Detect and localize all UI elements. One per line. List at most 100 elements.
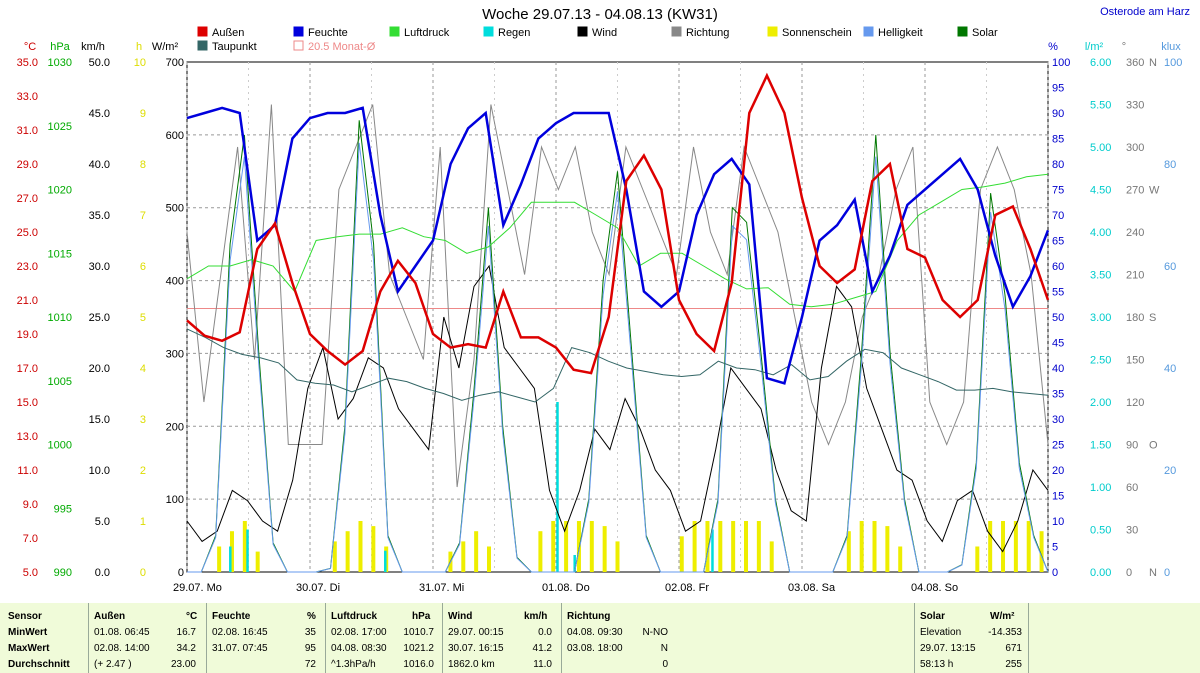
sunshine-bar	[229, 531, 234, 572]
wind-cell-value: 0.0	[538, 627, 552, 638]
sunshine-bar	[602, 526, 607, 572]
sunshine-bar	[1039, 531, 1044, 572]
direction-axis-label: 180	[1126, 312, 1144, 324]
brightness-axis-label: 80	[1164, 159, 1176, 171]
humidity-axis-label: 0	[1052, 567, 1058, 579]
legend-swatch	[197, 26, 208, 37]
x-tick-label: 02.08. Fr	[665, 582, 709, 594]
wind-cell-value: 11.0	[533, 659, 552, 670]
aussen-cell-value: 23.00	[170, 659, 196, 670]
luftdruck-cell-label: 04.08. 08:30	[331, 643, 387, 654]
pressure-axis-label: 1015	[48, 248, 72, 260]
aussen-cell-label: (+ 2.47 )	[94, 659, 132, 670]
wind-cell-value: 41.2	[532, 643, 552, 654]
sunshine-bar	[718, 521, 723, 572]
direction-letter: S	[1149, 312, 1156, 324]
temp-axis-label: 5.0	[23, 567, 38, 579]
pressure-axis-label: 1030	[48, 57, 72, 69]
humidity-axis-label: 40	[1052, 363, 1064, 375]
rain-bar	[711, 529, 714, 572]
legend-label: Luftdruck	[404, 27, 450, 39]
rain-axis-label: 1.50	[1090, 440, 1111, 452]
axis-unit: hPa	[50, 41, 70, 53]
sunhours-axis-label: 6	[140, 261, 146, 273]
dewpoint-line	[186, 328, 1049, 403]
richtung-cell-value: N-NO	[642, 627, 668, 638]
table-divider	[561, 603, 562, 673]
humidity-axis-label: 30	[1052, 414, 1064, 426]
axis-unit: klux	[1161, 41, 1181, 53]
feuchte-cell-value: 72	[304, 659, 316, 670]
temp-axis-label: 23.0	[17, 261, 38, 273]
humidity-axis-label: 45	[1052, 338, 1064, 350]
pressure-axis-label: 1010	[48, 312, 72, 324]
feuchte-cell-value: 35	[304, 627, 316, 638]
rain-axis-label: 3.50	[1090, 270, 1111, 282]
sunshine-bar	[474, 531, 479, 572]
sunshine-bar	[576, 521, 581, 572]
x-tick-label: 04.08. So	[911, 582, 958, 594]
direction-axis-label: 120	[1126, 397, 1144, 409]
axis-unit: °	[1122, 41, 1126, 53]
station-name[interactable]: Osterode am Harz	[1100, 6, 1190, 18]
table-divider	[914, 603, 915, 673]
axis-unit: km/h	[81, 41, 105, 53]
solar-axis-label: 500	[166, 203, 184, 215]
brightness-axis-label: 60	[1164, 261, 1176, 273]
x-tick-label: 31.07. Mi	[419, 582, 464, 594]
humidity-axis-label: 90	[1052, 108, 1064, 120]
richtung-cell-label: 04.08. 09:30	[567, 627, 623, 638]
luftdruck-cell-label: ^1.3hPa/h	[331, 659, 376, 670]
luftdruck-cell-label: 02.08. 17:00	[331, 627, 387, 638]
direction-letter: N	[1149, 57, 1157, 69]
legend-swatch	[577, 26, 588, 37]
solar-axis-label: 700	[166, 57, 184, 69]
rain-axis-label: 5.00	[1090, 142, 1111, 154]
solar-axis-label: 0	[178, 567, 184, 579]
temp-axis-label: 27.0	[17, 193, 38, 205]
table-divider	[1028, 603, 1029, 673]
pressure-axis-label: 1025	[48, 121, 72, 133]
aussen-cell-label: 01.08. 06:45	[94, 627, 150, 638]
sunshine-bar	[564, 521, 569, 572]
brightness-axis-label: 20	[1164, 465, 1176, 477]
header-aussen: Außen	[94, 611, 126, 622]
sunshine-bar	[255, 551, 260, 572]
brightness-axis-label: 40	[1164, 363, 1176, 375]
direction-letter: N	[1149, 567, 1157, 579]
rain-axis-label: 0.00	[1090, 567, 1111, 579]
direction-axis-label: 300	[1126, 142, 1144, 154]
pressure-axis-label: 995	[54, 503, 72, 515]
header-feuchte-unit: %	[307, 611, 316, 622]
temp-axis-label: 19.0	[17, 329, 38, 341]
wind-axis-label: 5.0	[95, 516, 110, 528]
row-label: MaxWert	[8, 643, 50, 654]
sunhours-axis-label: 2	[140, 465, 146, 477]
legend-label: Helligkeit	[878, 27, 923, 39]
humidity-axis-label: 70	[1052, 210, 1064, 222]
humidity-axis-label: 25	[1052, 440, 1064, 452]
brightness-axis-label: 0	[1164, 567, 1170, 579]
sunshine-bar	[615, 541, 620, 572]
legend-swatch	[671, 26, 682, 37]
direction-letter: W	[1149, 185, 1160, 197]
sunhours-axis-label: 4	[140, 363, 146, 375]
temp-axis-label: 13.0	[17, 431, 38, 443]
humidity-axis-label: 60	[1052, 261, 1064, 273]
humidity-axis-label: 10	[1052, 516, 1064, 528]
sunhours-axis-label: 8	[140, 159, 146, 171]
sunhours-axis-label: 5	[140, 312, 146, 324]
richtung-cell-value: 0	[662, 659, 668, 670]
sunshine-bar	[486, 546, 491, 572]
direction-axis-label: 240	[1126, 227, 1144, 239]
luftdruck-cell-value: 1016.0	[403, 659, 434, 670]
temp-axis-label: 9.0	[23, 499, 38, 511]
humidity-axis-label: 55	[1052, 287, 1064, 299]
sunshine-bar	[217, 546, 222, 572]
sunshine-bar	[551, 521, 556, 572]
humidity-axis-label: 5	[1052, 542, 1058, 554]
solar-cell-label: 29.07. 13:15	[920, 643, 976, 654]
rain-axis-label: 4.00	[1090, 227, 1111, 239]
temp-axis-label: 35.0	[17, 57, 38, 69]
direction-axis-label: 30	[1126, 525, 1138, 537]
